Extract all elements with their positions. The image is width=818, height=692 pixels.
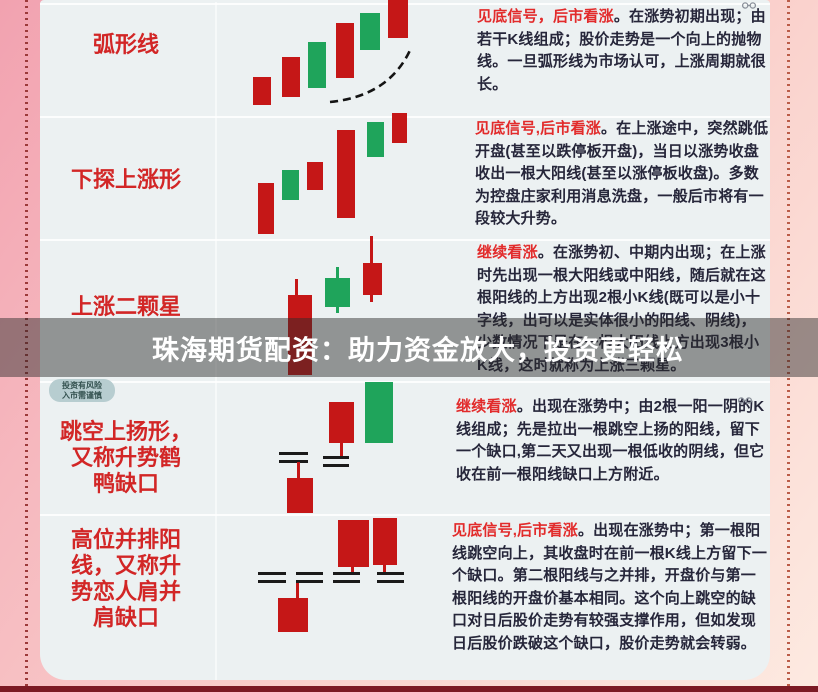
left-dotted-border	[25, 0, 28, 692]
pattern-description: 见底信号，后市看涨。在涨势初期出现；由若干K线组成；股价走势是一个向上的抛物线。…	[477, 6, 769, 96]
signal-text: 继续看涨	[456, 398, 517, 415]
description-text: 。在涨势初、中期内出现；在上涨时先出现一根大阳线或中阳线，随后就在这根阳线的上方…	[477, 244, 766, 374]
signal-text: 见底信号,后市看涨	[475, 120, 601, 137]
column-separator	[215, 2, 217, 680]
pattern-description: 见底信号,后市看涨。在上涨途中，突然跳低开盘(甚至以跌停板开盘)，当日以涨势收盘…	[475, 118, 771, 231]
pattern-name-probe-rise: 下探上涨形	[70, 167, 181, 192]
description-text: 。出现在涨势中；由2根一阳一阴的K线组成；先是拉出一根跳空上扬的阳线，留下一个缺…	[456, 398, 765, 483]
watermark-band: 珠海期货配资：助力资金放大，投资更轻松	[0, 318, 818, 377]
right-dotted-border	[787, 0, 790, 692]
description-text: 。在涨势初期出现；由若干K线组成；股价走势是一个向上的抛物线。一旦弧形线为市场认…	[477, 8, 766, 93]
signal-text: 见底信号,后市看涨	[452, 522, 578, 539]
description-text: 。在上涨途中，突然跳低开盘(甚至以跌停板开盘)，当日以涨势收盘收出一根大阳线(甚…	[475, 120, 769, 227]
pattern-description: 继续看涨。出现在涨势中；由2根一阳一阴的K线组成；先是拉出一根跳空上扬的阳线，留…	[456, 396, 768, 486]
watermark-text: 珠海期货配资：助力资金放大，投资更轻松	[152, 335, 684, 365]
pattern-name-parallel-yang: 高位并排阳 线，又称升 势恋人肩并 肩缺口	[70, 527, 181, 630]
pattern-name-two-stars: 上涨二颗星	[70, 294, 181, 319]
glasses-icon	[742, 2, 756, 9]
signal-text: 见底信号，后市看涨	[477, 8, 614, 25]
description-text: 。出现在涨势中；第一根阳线跳空向上，其收盘时在前一根K线上方留下一个缺口。第二根…	[452, 522, 768, 652]
bottom-edge-strip	[0, 686, 818, 692]
pattern-description: 见底信号,后市看涨。出现在涨势中；第一根阳线跳空向上，其收盘时在前一根K线上方留…	[452, 520, 768, 655]
glasses-icon	[738, 397, 752, 404]
pattern-name-gap-up: 跳空上扬形， 又称升势鹤 鸭缺口	[59, 419, 192, 496]
row-separator	[40, 381, 770, 383]
risk-disclaimer-badge: 投资有风险 入市需谨慎	[49, 379, 115, 402]
row-separator	[40, 239, 770, 241]
pattern-name-arc-line: 弧形线	[92, 32, 159, 57]
pattern-description: 继续看涨。在涨势初、中期内出现；在上涨时先出现一根大阳线或中阳线，随后就在这根阳…	[477, 242, 769, 377]
row-separator	[40, 3, 770, 5]
row-separator	[40, 514, 770, 516]
signal-text: 继续看涨	[477, 244, 538, 261]
